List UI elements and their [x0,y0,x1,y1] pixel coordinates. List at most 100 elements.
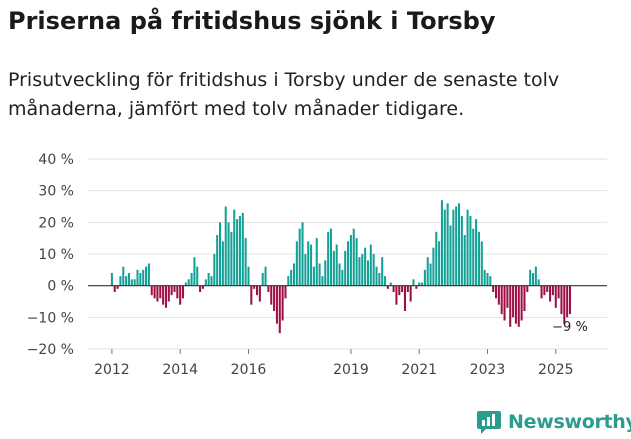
bar [275,285,278,324]
bar [255,285,259,296]
bar [426,257,429,286]
bar [364,247,367,286]
bar [514,285,517,324]
bar [162,285,165,305]
bar [267,285,270,292]
bar [526,285,529,292]
bar [233,209,236,286]
bar [540,285,543,299]
bar [531,273,535,286]
bar [369,244,372,286]
x-tick-label: 2019 [333,362,369,378]
bar [258,285,261,302]
bar [421,282,424,286]
bar [173,285,176,292]
bar [125,276,128,286]
bar [136,269,139,286]
bar [250,285,253,305]
bar [327,231,330,286]
bar [494,285,498,299]
bar [480,241,483,286]
bar [358,257,361,286]
bar [355,238,358,286]
bar [438,241,441,286]
bar [503,285,506,321]
bar [401,285,404,292]
bar [216,235,219,286]
bar [466,209,469,286]
bar [170,285,173,296]
bar [395,285,398,305]
bar [418,282,421,286]
axes [88,285,607,354]
newsworthy-logo-icon [477,411,501,434]
bar [335,244,338,286]
bar [133,279,136,286]
bars [110,200,572,334]
bar [497,285,500,305]
bar [386,285,389,289]
bar [301,222,304,286]
bar [236,219,239,286]
bar [483,269,486,286]
bar [403,285,406,311]
bar [122,266,125,286]
bar [196,266,199,286]
bar [352,228,355,286]
bar [264,266,267,286]
bar [537,279,540,286]
bar [164,285,167,308]
bar [435,231,438,286]
bar [312,266,315,286]
bar [295,241,298,286]
bar [415,285,418,289]
bar [449,225,452,286]
bar [361,254,364,286]
bar [110,273,113,286]
x-tick-label: 2014 [162,362,198,378]
bar [261,273,264,286]
bar [563,285,566,324]
bar [142,269,145,286]
bar [221,241,224,286]
bar [517,285,520,327]
last-value-label: −9 % [552,320,588,335]
bar [176,285,179,299]
y-tick-label: 20 % [38,215,74,231]
x-tick-label: 2023 [470,362,506,378]
bar [440,200,443,286]
bar [298,228,301,286]
bar [244,238,247,286]
bar [321,276,324,286]
bar [224,206,227,286]
bar [543,285,546,296]
bar [156,285,159,302]
x-tick-label: 2021 [401,362,437,378]
bar [199,285,202,292]
bar [213,254,216,286]
bar [557,285,560,299]
bar [409,285,412,302]
bar [341,269,344,286]
bar [230,231,233,286]
labels: −20 % −10 % 0 % 10 % 20 % 30 % 40 % 2012 2014 201… [27,152,588,378]
chart-subtitle: Prisutveckling för fritidshus i Torsby u… [8,69,560,120]
bar [338,263,341,286]
bar [452,209,455,286]
bar [551,285,554,296]
bar [529,269,532,286]
bar [270,285,273,305]
bar [130,279,133,286]
bar [307,241,310,286]
bar [455,206,458,286]
bar [324,260,327,286]
bar [432,247,435,286]
bar [292,263,296,286]
bar [145,266,148,286]
newsworthy-logo-text: Newsworthy [508,411,631,433]
bar [500,285,503,315]
bar [119,276,122,286]
bar [310,244,313,286]
bar [238,216,241,286]
